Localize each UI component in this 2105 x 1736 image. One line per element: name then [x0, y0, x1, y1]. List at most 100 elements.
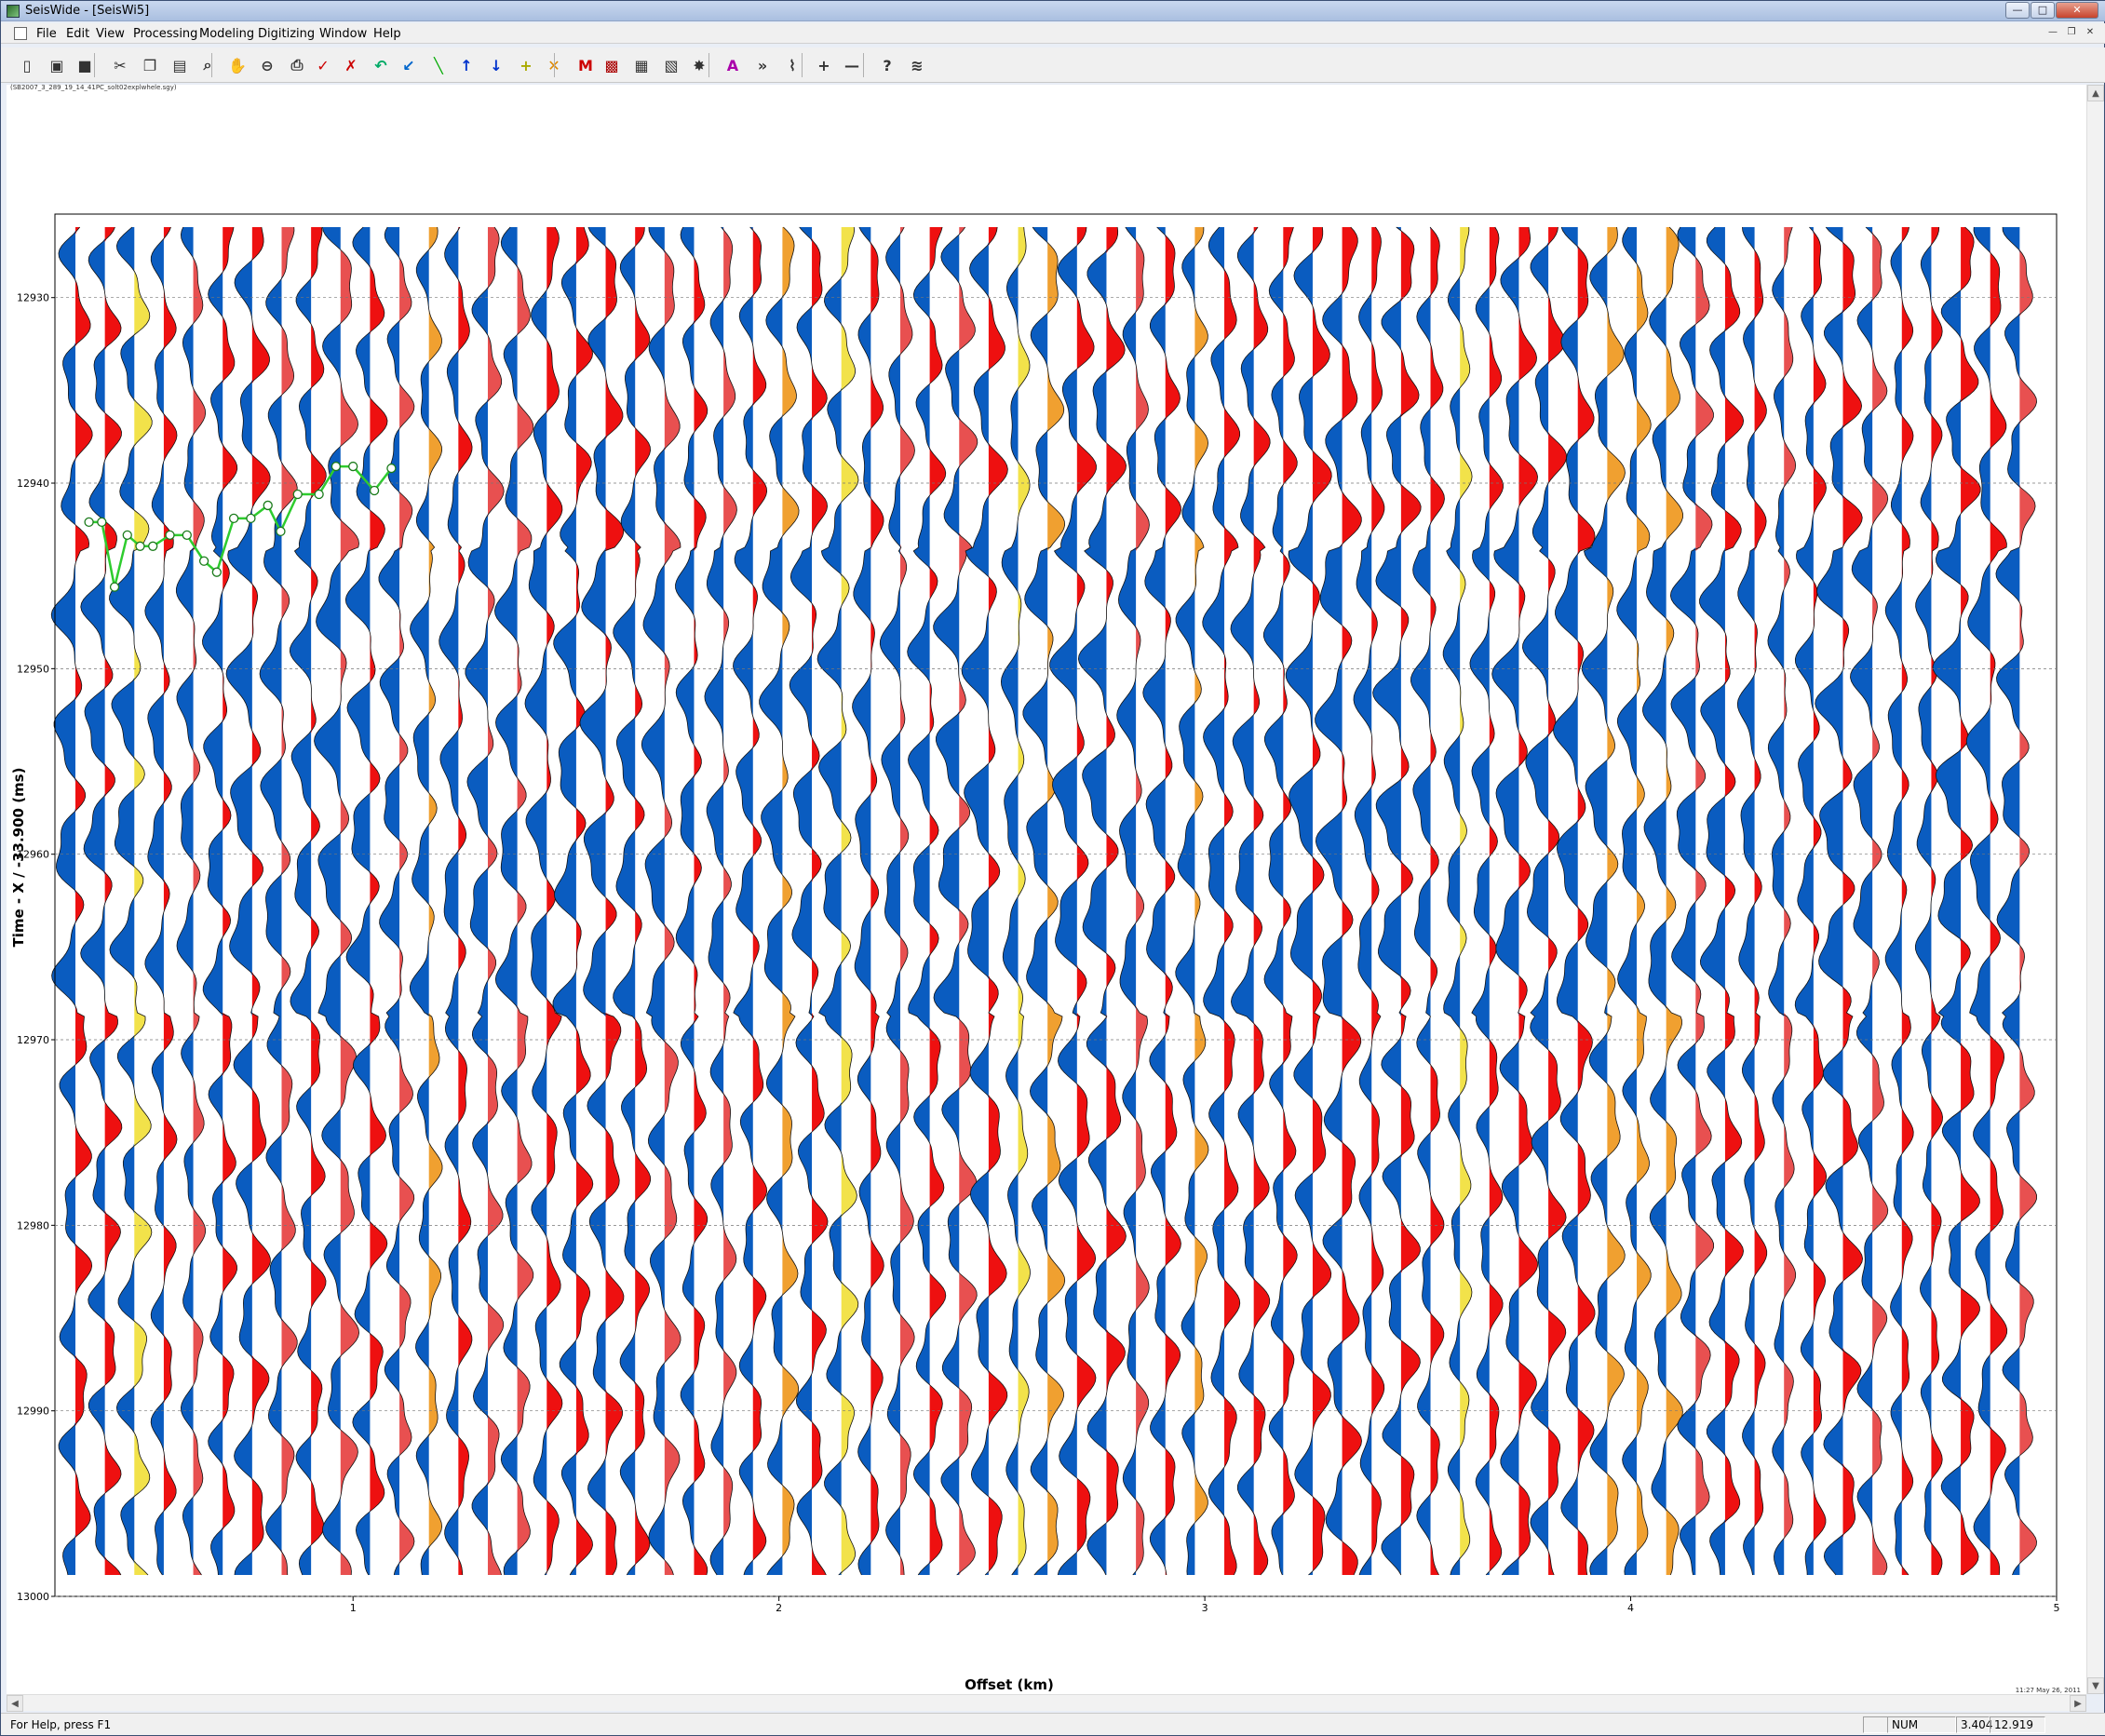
menu-bar: File Edit View Processing Modeling Digit…	[1, 23, 2105, 44]
add-pick-icon[interactable]: +	[520, 56, 533, 74]
menu-help[interactable]: Help	[373, 27, 401, 41]
trace-positive-fill	[1076, 227, 1097, 1575]
pick-point[interactable]	[135, 541, 145, 551]
trace-wiggle	[552, 226, 594, 1576]
pick-point[interactable]	[84, 517, 94, 528]
pick-point[interactable]	[228, 513, 239, 524]
trace-positive-fill	[782, 227, 800, 1575]
trace-negative-fill	[1966, 227, 1990, 1575]
help-icon[interactable]: ?	[883, 56, 892, 74]
menu-modeling[interactable]: Modeling	[199, 27, 255, 41]
plus-icon[interactable]: +	[817, 56, 830, 74]
trace-wiggle	[1230, 226, 1271, 1576]
pick-point[interactable]	[263, 500, 273, 511]
pick-point[interactable]	[314, 489, 324, 500]
pick-point[interactable]	[276, 526, 286, 537]
trace-negative-fill	[1522, 227, 1549, 1575]
pick-check-icon[interactable]: ✓	[317, 56, 330, 74]
display-icon[interactable]: ▦	[634, 56, 649, 74]
arrow-down-icon[interactable]: ↓	[490, 56, 503, 74]
menu-window[interactable]: Window	[319, 27, 368, 41]
minus-icon[interactable]: —	[844, 56, 859, 74]
undo-icon[interactable]: ↶	[374, 56, 387, 74]
trace-positive-fill	[311, 227, 327, 1575]
trace-wiggle	[1995, 226, 2038, 1576]
trace-positive-fill	[664, 227, 681, 1575]
seismic-plot[interactable]: 12930 12940 12950 12960 12970 12980 12990 13000…	[7, 85, 2086, 1694]
trace-positive-fill	[1931, 227, 1943, 1575]
close-button[interactable]: ✕	[2056, 2, 2098, 19]
save-icon[interactable]: ■	[77, 56, 92, 74]
font-icon[interactable]: A	[726, 56, 739, 74]
trace-wiggle	[789, 226, 829, 1576]
copy-icon[interactable]: ❐	[142, 56, 157, 74]
horizontal-scrollbar[interactable]: ◀ ▶	[7, 1694, 2086, 1712]
raytrace-icon[interactable]: ▧	[664, 56, 679, 74]
open-icon[interactable]: ▣	[49, 56, 64, 74]
trace-wiggle	[1285, 226, 1332, 1576]
pick-point[interactable]	[122, 530, 132, 540]
pick-delete-icon[interactable]: ✗	[344, 56, 358, 74]
scroll-right-icon[interactable]: ▶	[2070, 1695, 2086, 1712]
cut-icon[interactable]: ✂	[114, 56, 127, 74]
pick-point[interactable]	[386, 463, 397, 474]
pick-point[interactable]	[331, 461, 342, 472]
pick-point[interactable]	[148, 541, 158, 551]
menu-view[interactable]: View	[96, 27, 125, 41]
pick-icon[interactable]: ↙	[402, 56, 415, 74]
pick-point[interactable]	[246, 513, 256, 524]
color-icon[interactable]: ▩	[604, 56, 619, 74]
trace-positive-fill	[1901, 227, 1914, 1575]
zoom-out-icon[interactable]: ⊖	[261, 56, 274, 74]
trace-negative-fill	[613, 227, 636, 1575]
line-icon[interactable]: ╲	[434, 56, 443, 74]
zoom-icon[interactable]: ⌕	[203, 56, 212, 74]
trace-positive-fill	[399, 227, 414, 1575]
trace-positive-fill	[1813, 227, 1827, 1575]
trace-negative-fill	[789, 227, 813, 1575]
trace-wiggle	[1049, 226, 1097, 1576]
trace-wiggle	[1442, 226, 1473, 1576]
trace-positive-fill	[1754, 227, 1767, 1575]
document-icon[interactable]	[14, 27, 27, 40]
scroll-down-icon[interactable]: ▼	[2087, 1677, 2104, 1694]
pick-point[interactable]	[211, 567, 222, 577]
pick-point[interactable]	[97, 517, 107, 528]
menu-processing[interactable]: Processing	[133, 27, 198, 41]
trace-wiggle	[524, 226, 563, 1576]
paste-icon[interactable]: ▤	[172, 56, 187, 74]
x-tick-label: 3	[1202, 1602, 1208, 1614]
pick-point[interactable]	[198, 556, 209, 566]
title-bar[interactable]: SeisWide - [SeisWi5] — □ ✕	[1, 1, 2105, 21]
maximize-button[interactable]: □	[2031, 2, 2055, 19]
mdi-minimize-button[interactable]: —	[2048, 27, 2058, 37]
wiggle-icon[interactable]: ⌇	[789, 56, 796, 74]
menu-file[interactable]: File	[36, 27, 57, 41]
status-bar: For Help, press F1 NUM 3.404 12.919	[1, 1713, 2105, 1735]
menu-digitizing[interactable]: Digitizing	[258, 27, 316, 41]
trace-negative-fill	[290, 227, 312, 1575]
mdi-restore-button[interactable]: ❐	[2067, 27, 2076, 37]
model-icon[interactable]: ✸	[693, 56, 706, 74]
scroll-up-icon[interactable]: ▲	[2087, 85, 2104, 101]
arrow-up-icon[interactable]: ↑	[460, 56, 473, 74]
vertical-scrollbar[interactable]: ▲ ▼	[2086, 85, 2104, 1694]
pick-point[interactable]	[348, 461, 358, 472]
minimize-button[interactable]: —	[2005, 2, 2030, 19]
mdi-close-button[interactable]: ✕	[2085, 27, 2095, 37]
new-icon[interactable]: ▯	[22, 56, 32, 74]
print-icon[interactable]: ⎙	[290, 56, 304, 74]
pan-icon[interactable]: ✋	[228, 56, 247, 74]
pick-point[interactable]	[369, 485, 380, 496]
plot-canvas[interactable]: 12930 12940 12950 12960 12970 12980 12990 13000…	[7, 85, 2086, 1694]
pick-point[interactable]	[165, 530, 175, 540]
forward-icon[interactable]: »	[757, 56, 768, 74]
menu-edit[interactable]: Edit	[66, 27, 90, 41]
scroll-left-icon[interactable]: ◀	[7, 1695, 23, 1712]
wave-icon[interactable]: ≋	[911, 56, 924, 74]
pick-point[interactable]	[292, 489, 303, 500]
pick-point[interactable]	[109, 582, 120, 592]
pick-point[interactable]	[182, 530, 192, 540]
m-icon[interactable]: M	[578, 56, 593, 74]
trace-positive-fill	[812, 227, 829, 1575]
